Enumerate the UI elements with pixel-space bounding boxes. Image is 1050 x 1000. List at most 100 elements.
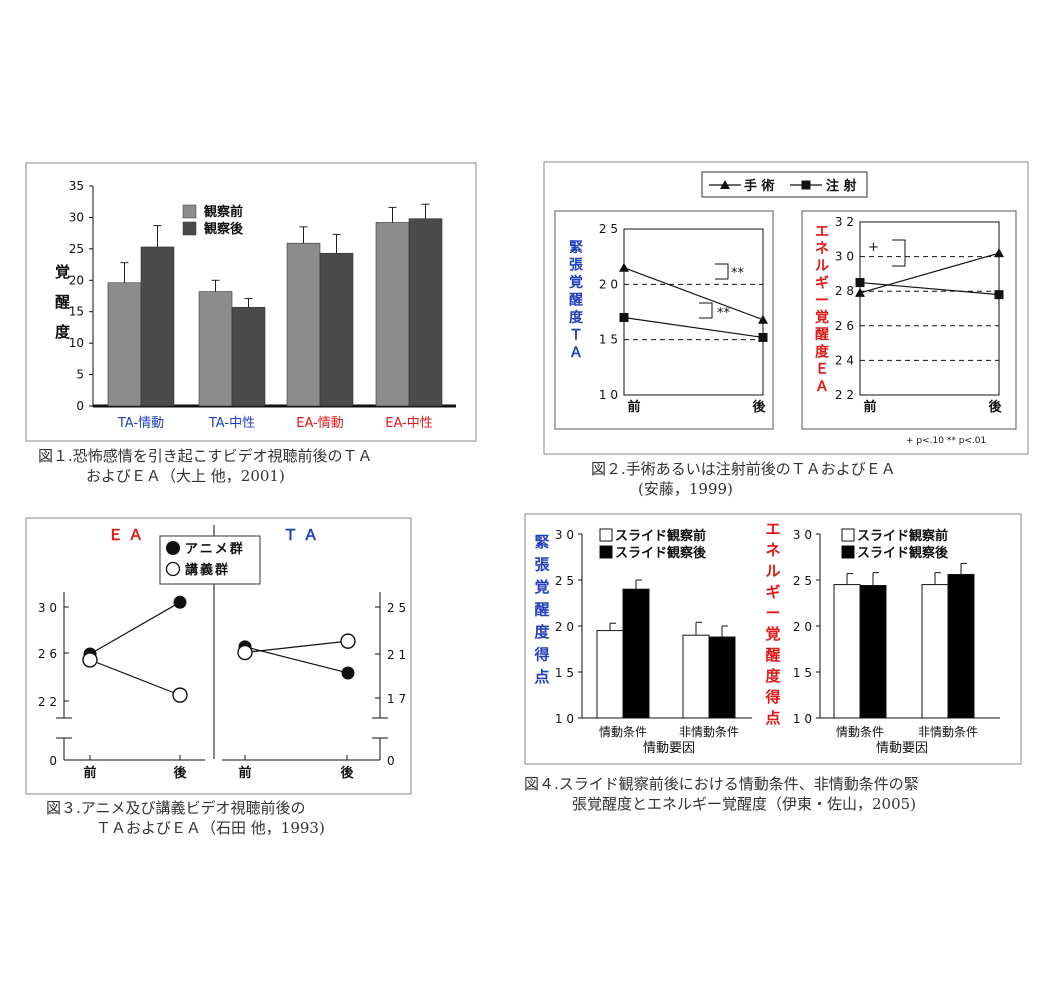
fig1-ytick-label: 25: [69, 242, 84, 256]
fig4-ea-char: ギ: [765, 583, 780, 601]
fig4-ea-legend-before-label: スライド観察前: [857, 528, 948, 544]
fig3-caption-line2: ＴＡおよびＥＡ（石田 他，1993): [96, 819, 325, 837]
fig4-legends: スライド観察前 スライド観察後 スライド観察前 スライド観察後: [599, 528, 949, 561]
fig4-ea-char: 醒: [765, 646, 780, 664]
fig2-ea-x-category: 後: [988, 399, 1002, 415]
fig4-ta-legend-before-label: スライド観察前: [615, 528, 706, 544]
fig4-ea-xaxis-title: 情動要因: [876, 741, 928, 756]
fig1-category-label: EA-情動: [296, 416, 344, 431]
fig1-bar-before: [198, 291, 233, 407]
fig2-ea-char: ギ: [815, 275, 829, 292]
fig2-ea-char: 度: [815, 343, 830, 360]
fig1-bar-before: [107, 282, 142, 407]
fig2-ea-ytick-label: 2 2: [835, 388, 854, 402]
fig1-legend-before-label: 観察前: [203, 204, 243, 220]
fig2-ea-char: ー: [815, 293, 829, 309]
fig2-sig3-bracket: [892, 239, 906, 267]
fig4-ta-bar-before: [596, 630, 624, 719]
fig2-ea-ytick-label: 2 4: [835, 353, 854, 367]
fig4-ta-ytick-label: 2 5: [555, 574, 574, 588]
fig1-ytick-label: 0: [76, 399, 84, 413]
fig2-legend-surgery-label: 手 術: [744, 178, 775, 194]
fig2-ta-ytick-label: 1 5: [599, 333, 618, 347]
fig3-ea-tick-label: 0: [49, 754, 57, 768]
fig4-ea-category-label: 非情動条件: [918, 725, 978, 739]
fig2-ea-series-line-0: [859, 252, 1000, 294]
fig1-ytick-label: 20: [69, 273, 84, 287]
fig2-ta-marker-surgery: [758, 314, 768, 324]
fig1-ytick-label: 15: [69, 305, 84, 319]
fig2-ta-x-category: 前: [627, 399, 640, 415]
fig1-ylabel-1: 覚醒度: [55, 263, 71, 341]
fig3-ea-point-lecture: [82, 652, 98, 668]
fig4-caption-line1: 図４.スライド観察前後における情動条件、非情動条件の緊: [524, 775, 919, 793]
fig4-ea-legend-after-swatch: [841, 545, 855, 559]
fig2-ea-x-category: 前: [863, 399, 876, 415]
fig1-bar-after: [319, 252, 354, 407]
fig3-ea-line-anime: [89, 601, 181, 655]
fig1-ytick-label: 10: [69, 336, 84, 350]
fig4-ea-char: 覚: [765, 625, 780, 643]
fig2-ta-x-category: 後: [752, 399, 766, 415]
fig1-ytick-label: 30: [69, 210, 84, 224]
fig3-legend-anime-marker: [166, 541, 180, 555]
fig2-ta-char: 張: [569, 258, 584, 274]
fig4-ta-ytick-label: 2 0: [555, 620, 574, 634]
fig4-ta-char: 覚: [534, 578, 549, 596]
fig2-caption-line1: 図２.手術あるいは注射前後のＴＡおよびＥＡ: [591, 460, 896, 478]
fig4-ea-legend-before-swatch: [841, 528, 855, 542]
fig3-ta-x-pre: 前: [238, 765, 251, 781]
fig4-ea-char: エ: [765, 520, 780, 538]
fig2-ea-marker-injection: [994, 290, 1004, 300]
fig3-legend-anime-label: アニメ群: [185, 541, 245, 557]
fig2-ea-marker-injection: [855, 278, 865, 288]
fig3-caption-line1: 図３.アニメ及び講義ビデオ視聴前後の: [46, 799, 305, 817]
fig2-ea-char: ネ: [815, 241, 829, 257]
fig3-ea-x-post: 後: [173, 765, 187, 781]
fig2-ea-ytick-label: 3 0: [835, 250, 854, 264]
fig4-ta-bar-after: [708, 636, 736, 719]
fig2-ta-series-line-0: [623, 267, 764, 321]
fig4-ta-ytick-label: 1 0: [555, 712, 574, 726]
fig4-ta-category-label: 非情動条件: [679, 725, 739, 739]
fig1-x-categories: TA-情動 TA-中性 EA-情動 EA-中性: [117, 416, 433, 431]
fig2-sig2-bracket: [699, 302, 713, 319]
fig3-ea-point-anime: [173, 595, 187, 609]
fig2-ta-marker-injection: [758, 332, 768, 342]
fig1-caption-line2: およびＥＡ（大上 他，2001): [86, 467, 285, 485]
fig4-ta-legend-after-label: スライド観察後: [615, 545, 707, 561]
fig2-legend-injection-marker: [801, 180, 811, 190]
fig2-ea-char: エ: [815, 224, 829, 240]
fig2-ta-plot-area: [623, 228, 764, 396]
fig4-ta-ytick-label: 3 0: [555, 528, 574, 542]
fig4-ea-bar-after: [859, 585, 887, 719]
fig4-ta-legend-before-swatch: [599, 528, 613, 542]
fig3-ta-tick-label: 1 7: [387, 692, 406, 706]
fig3-ta-line-lecture: [244, 640, 349, 654]
fig2-sig1-bracket: [715, 263, 729, 280]
fig2-sig1-text: **: [731, 266, 745, 281]
fig2-ta-char: 覚: [569, 274, 583, 291]
fig2-ta-char: 度: [569, 309, 584, 326]
fig4-ea-char: ル: [765, 562, 780, 580]
fig4-ta-char: 緊: [534, 533, 549, 551]
fig2-ta-marker-surgery: [619, 262, 629, 272]
fig2-ta-char: Ａ: [569, 345, 583, 361]
fig2-legend: 手 術 注 射: [701, 171, 868, 198]
fig1-bar-before: [375, 222, 410, 407]
fig2-ea-ytick-label: 2 6: [835, 319, 854, 333]
fig3-ea-line-lecture: [89, 659, 181, 696]
fig2-ea-plot-area: [859, 221, 1000, 396]
fig3-ea-title: Ｅ Ａ: [108, 526, 143, 544]
fig4-ea-ytick-label: 3 0: [793, 528, 812, 542]
fig4-ta-ytick-label: 1 5: [555, 666, 574, 680]
fig4-frame: [524, 513, 1022, 765]
fig1-category-label: TA-中性: [208, 416, 255, 431]
fig2-ta-marker-injection: [619, 313, 629, 323]
fig1-bar-before: [286, 242, 321, 407]
fig1-bars: [107, 203, 443, 407]
fig3-ea-tick-label: 3 0: [38, 601, 57, 615]
